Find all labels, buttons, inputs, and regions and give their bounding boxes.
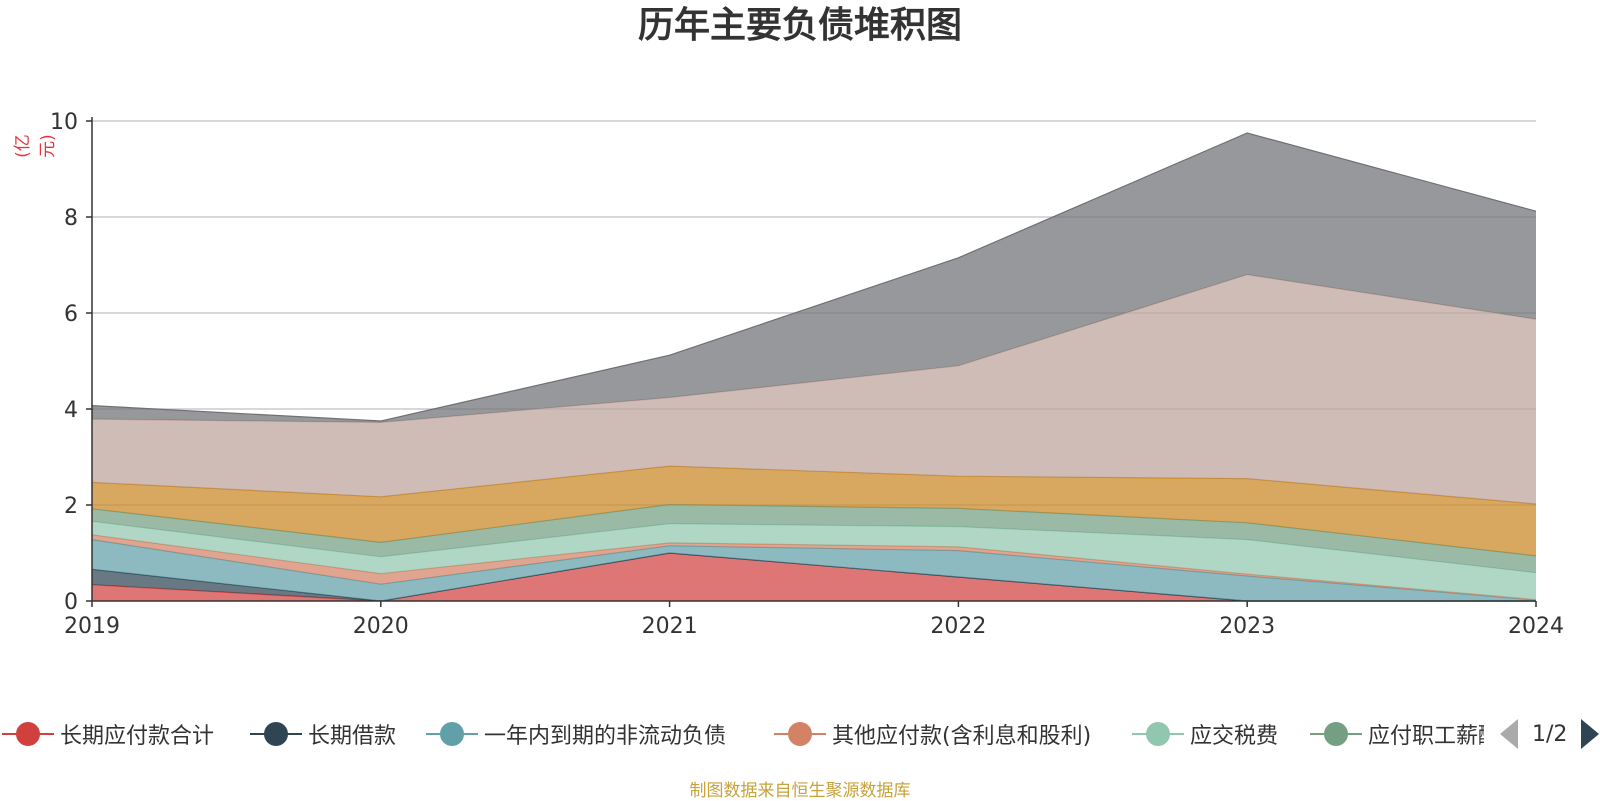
x-tick-label: 2020 <box>353 614 409 639</box>
x-tick-label: 2022 <box>930 614 986 639</box>
legend-pager: 1/2 <box>1500 714 1600 754</box>
stacked-area-chart: 0 2 4 6 8 10 2019 2020 2021 2022 2023 2024 <box>50 110 1564 639</box>
legend-prev-page-icon[interactable] <box>1500 719 1518 749</box>
legend-item[interactable]: 其他应付款(含利息和股利) <box>772 714 1091 754</box>
legend-marker-icon <box>1130 714 1186 754</box>
y-tick-label: 8 <box>64 206 78 231</box>
area-series-3[interactable] <box>92 534 1536 600</box>
x-tick-label: 2021 <box>642 614 698 639</box>
y-tick-label: 10 <box>50 110 78 135</box>
legend-next-page-icon[interactable] <box>1581 719 1600 749</box>
legend-marker-icon <box>248 714 304 754</box>
data-source-note: 制图数据来自恒生聚源数据库 <box>689 781 911 801</box>
y-tick-label: 6 <box>64 302 78 327</box>
legend-label: 长期借款 <box>308 724 397 749</box>
area-series-line-8 <box>91 132 1537 422</box>
legend-page-indicator: 1/2 <box>1532 721 1568 747</box>
legend-marker-icon <box>1308 714 1364 754</box>
legend-item[interactable]: 应付职工薪酬 <box>1308 714 1484 754</box>
legend-label: 一年内到期的非流动负债 <box>484 724 727 749</box>
legend: 长期应付款合计 长期借款 一年内到期的非流动负债 其他应付款(含利息和股利) 应交税费 应… <box>0 714 1600 754</box>
area-series-group <box>91 132 1537 602</box>
legend-label: 应交税费 <box>1190 724 1279 749</box>
area-series-7[interactable] <box>92 274 1536 504</box>
y-tick-label: 2 <box>64 494 78 519</box>
chart-title: 历年主要负债堆积图 <box>637 5 962 46</box>
legend-item[interactable]: 长期应付款合计 <box>0 714 214 754</box>
legend-marker-icon <box>0 714 56 754</box>
legend-item[interactable]: 一年内到期的非流动负债 <box>424 714 726 754</box>
legend-item[interactable]: 长期借款 <box>248 714 396 754</box>
legend-label: 其他应付款(含利息和股利) <box>832 724 1092 749</box>
area-series-5[interactable] <box>92 504 1536 573</box>
y-tick-label: 4 <box>64 398 78 423</box>
area-series-6[interactable] <box>92 466 1536 556</box>
legend-label: 应付职工薪酬 <box>1368 724 1484 749</box>
legend-items: 长期应付款合计 长期借款 一年内到期的非流动负债 其他应付款(含利息和股利) 应交税费 应… <box>0 714 1484 754</box>
legend-label: 长期应付款合计 <box>60 724 215 749</box>
y-tick-label: 0 <box>64 590 78 615</box>
legend-item[interactable]: 应交税费 <box>1130 714 1278 754</box>
area-series-4[interactable] <box>92 521 1536 600</box>
x-tick-label: 2019 <box>64 614 120 639</box>
area-series-2[interactable] <box>92 539 1536 601</box>
area-series-8[interactable] <box>92 133 1536 423</box>
legend-marker-icon <box>424 714 480 754</box>
axes: 0 2 4 6 8 10 2019 2020 2021 2022 2023 2024 <box>50 110 1564 639</box>
x-tick-label: 2024 <box>1508 614 1564 639</box>
legend-marker-icon <box>772 714 828 754</box>
x-tick-label: 2023 <box>1219 614 1275 639</box>
